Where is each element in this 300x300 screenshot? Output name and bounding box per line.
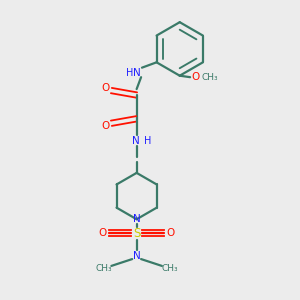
Text: O: O — [101, 82, 110, 93]
Text: H: H — [125, 68, 133, 78]
Text: N: N — [133, 68, 141, 78]
Text: O: O — [167, 228, 175, 238]
Text: O: O — [191, 72, 200, 82]
Text: N: N — [132, 136, 140, 146]
Text: CH₃: CH₃ — [96, 264, 112, 273]
Text: CH₃: CH₃ — [201, 73, 218, 82]
Text: O: O — [98, 228, 106, 238]
Text: N: N — [133, 214, 140, 224]
Text: H: H — [144, 136, 152, 146]
Text: CH₃: CH₃ — [161, 264, 178, 273]
Text: S: S — [133, 227, 140, 240]
Text: O: O — [101, 121, 110, 131]
Text: N: N — [133, 250, 140, 260]
